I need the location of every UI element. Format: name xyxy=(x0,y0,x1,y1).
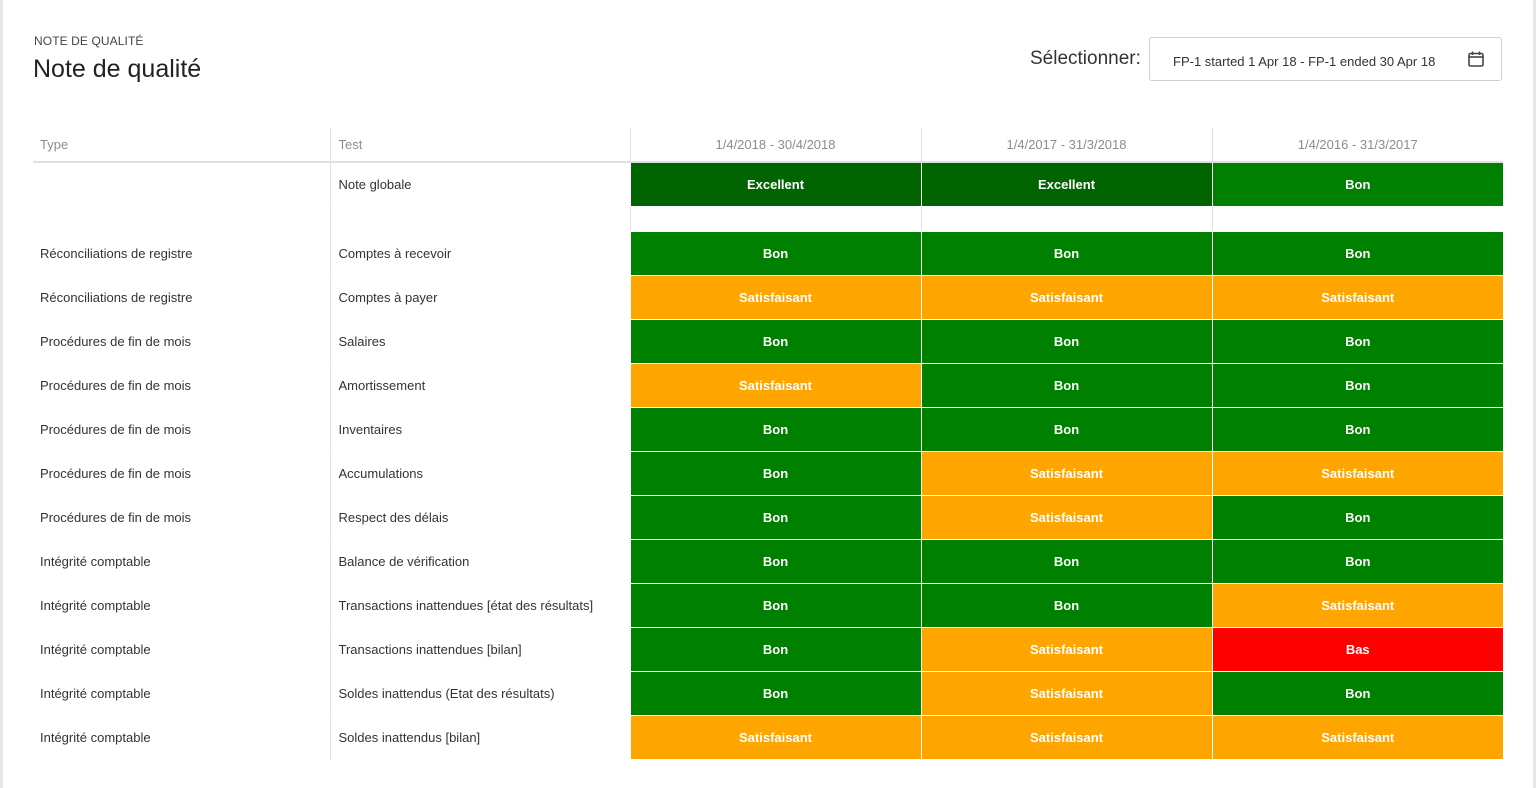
test-cell: Soldes inattendus (Etat des résultats) xyxy=(329,671,630,716)
table-row: Intégrité comptable Soldes inattendus (Et… xyxy=(33,671,1503,716)
spacer-cell xyxy=(920,206,1212,232)
rating-cell: Bon xyxy=(920,539,1212,584)
rating-cell: Bon xyxy=(1211,319,1503,364)
type-cell: Procédures de fin de mois xyxy=(33,319,330,364)
test-cell: Transactions inattendues [état des résul… xyxy=(329,583,630,628)
rating-cell: Satisfaisant xyxy=(1211,275,1503,320)
test-cell: Note globale xyxy=(329,162,630,207)
rating-cell: Bon xyxy=(629,627,921,672)
table-row: Réconciliations de registre Comptes à rec… xyxy=(33,231,1503,276)
test-cell: Amortissement xyxy=(329,363,630,408)
type-cell xyxy=(33,162,330,207)
table-row: Procédures de fin de mois Salaires Bon Bon B… xyxy=(33,319,1503,364)
table-row: Intégrité comptable Balance de vérificati… xyxy=(33,539,1503,584)
type-cell: Procédures de fin de mois xyxy=(33,363,330,408)
rating-cell: Bon xyxy=(1211,231,1503,276)
spacer-cell xyxy=(1211,206,1503,232)
type-cell: Intégrité comptable xyxy=(33,539,330,584)
table-row: Réconciliations de registre Comptes à pay… xyxy=(33,275,1503,320)
left-border xyxy=(0,0,3,788)
overall-row: Note globale Excellent Excellent Bon xyxy=(33,162,1503,207)
type-cell: Intégrité comptable xyxy=(33,671,330,716)
rating-cell: Bon xyxy=(920,319,1212,364)
rating-cell: Bon xyxy=(629,231,921,276)
test-cell: Inventaires xyxy=(329,407,630,452)
table-row: Procédures de fin de mois Amortissement Sa… xyxy=(33,363,1503,408)
column-header-period[interactable]: 1/4/2016 - 31/3/2017 xyxy=(1211,128,1503,163)
rating-cell: Bon xyxy=(629,451,921,496)
rating-cell: Bon xyxy=(1211,407,1503,452)
column-header-test[interactable]: Test xyxy=(329,128,630,163)
section-eyebrow: NOTE DE QUALITÉ xyxy=(34,34,144,48)
spacer-cell xyxy=(629,206,921,232)
rating-cell: Bon xyxy=(920,583,1212,628)
rating-cell: Bon xyxy=(1211,162,1503,207)
test-cell: Soldes inattendus [bilan] xyxy=(329,715,630,760)
type-cell: Réconciliations de registre xyxy=(33,275,330,320)
rating-cell: Bon xyxy=(629,539,921,584)
page-title: Note de qualité xyxy=(33,55,202,83)
type-cell: Procédures de fin de mois xyxy=(33,407,330,452)
type-cell: Intégrité comptable xyxy=(33,627,330,672)
test-cell: Comptes à recevoir xyxy=(329,231,630,276)
rating-cell: Bon xyxy=(920,231,1212,276)
period-selector-label: Sélectionner: xyxy=(1030,48,1141,69)
period-selector[interactable]: FP-1 started 1 Apr 18 - FP-1 ended 30 Ap… xyxy=(1149,37,1502,81)
rating-cell: Bon xyxy=(629,671,921,716)
test-cell: Salaires xyxy=(329,319,630,364)
rating-cell: Bon xyxy=(629,583,921,628)
table-row: Procédures de fin de mois Accumulations Bo… xyxy=(33,451,1503,496)
type-cell: Procédures de fin de mois xyxy=(33,451,330,496)
rating-cell: Bon xyxy=(629,319,921,364)
spacer-cell xyxy=(33,206,330,232)
spacer-cell xyxy=(329,206,630,232)
type-cell: Réconciliations de registre xyxy=(33,231,330,276)
rating-cell: Satisfaisant xyxy=(629,715,921,760)
table-header-row: Type Test 1/4/2018 - 30/4/2018 1/4/2017 … xyxy=(33,128,1503,163)
test-cell: Balance de vérification xyxy=(329,539,630,584)
rating-cell: Satisfaisant xyxy=(629,363,921,408)
rating-cell: Satisfaisant xyxy=(920,495,1212,540)
rating-cell: Bon xyxy=(629,407,921,452)
rating-cell: Excellent xyxy=(629,162,921,207)
rating-cell: Satisfaisant xyxy=(1211,583,1503,628)
test-cell: Respect des délais xyxy=(329,495,630,540)
type-cell: Procédures de fin de mois xyxy=(33,495,330,540)
type-cell: Intégrité comptable xyxy=(33,583,330,628)
rating-cell: Satisfaisant xyxy=(1211,451,1503,496)
test-cell: Comptes à payer xyxy=(329,275,630,320)
rating-cell: Bon xyxy=(629,495,921,540)
rating-cell: Bon xyxy=(1211,363,1503,408)
rating-cell: Bon xyxy=(920,407,1212,452)
rating-cell: Satisfaisant xyxy=(920,627,1212,672)
table-row: Intégrité comptable Transactions inattend… xyxy=(33,627,1503,672)
rating-cell: Excellent xyxy=(920,162,1212,207)
column-header-period[interactable]: 1/4/2017 - 31/3/2018 xyxy=(920,128,1212,163)
table-row: Procédures de fin de mois Inventaires Bon B… xyxy=(33,407,1503,452)
column-header-type[interactable]: Type xyxy=(33,128,330,163)
period-selector-value: FP-1 started 1 Apr 18 - FP-1 ended 30 Ap… xyxy=(1173,54,1436,69)
rating-cell: Bon xyxy=(1211,539,1503,584)
test-cell: Accumulations xyxy=(329,451,630,496)
rating-cell: Satisfaisant xyxy=(920,715,1212,760)
table-row: Intégrité comptable Soldes inattendus [bi… xyxy=(33,715,1503,760)
table-row: Intégrité comptable Transactions inattend… xyxy=(33,583,1503,628)
type-cell: Intégrité comptable xyxy=(33,715,330,760)
test-cell: Transactions inattendues [bilan] xyxy=(329,627,630,672)
rating-cell: Satisfaisant xyxy=(920,451,1212,496)
rating-cell: Bon xyxy=(1211,495,1503,540)
rating-cell: Bon xyxy=(1211,671,1503,716)
column-header-period[interactable]: 1/4/2018 - 30/4/2018 xyxy=(629,128,921,163)
rating-cell: Satisfaisant xyxy=(1211,715,1503,760)
right-border xyxy=(1533,0,1536,788)
quality-table: Type Test 1/4/2018 - 30/4/2018 1/4/2017 … xyxy=(33,128,1503,760)
rating-cell: Bon xyxy=(920,363,1212,408)
spacer-row xyxy=(33,206,1503,232)
rating-cell: Bas xyxy=(1211,627,1503,672)
rating-cell: Satisfaisant xyxy=(920,275,1212,320)
rating-cell: Satisfaisant xyxy=(629,275,921,320)
table-row: Procédures de fin de mois Respect des dél… xyxy=(33,495,1503,540)
calendar-icon[interactable] xyxy=(1467,50,1485,68)
rating-cell: Satisfaisant xyxy=(920,671,1212,716)
